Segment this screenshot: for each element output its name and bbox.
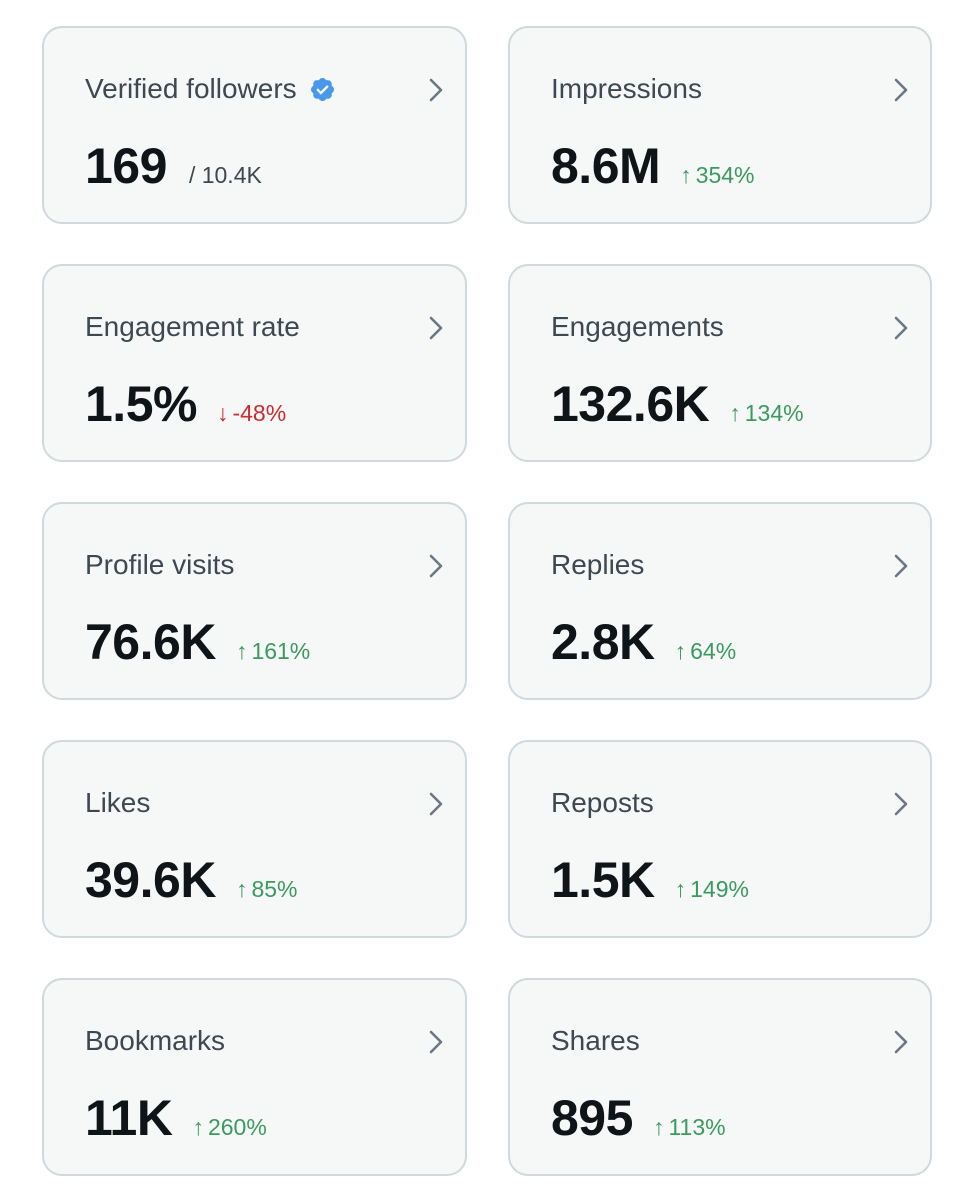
value-row: 132.6K ↑ 134% [551,374,804,434]
arrow-up-icon: ↑ [235,638,248,664]
card-verified-followers[interactable]: Verified followers 169 / 10.4K [42,26,467,224]
arrow-up-icon: ↑ [235,876,248,902]
card-title-label: Profile visits [85,549,235,580]
arrow-up-icon: ↑ [674,876,687,902]
card-title: Engagements [551,310,724,344]
card-engagements[interactable]: Engagements 132.6K ↑ 134% [508,264,932,462]
change-percent: 354% [695,162,755,188]
change-percent: 113% [668,1114,726,1140]
card-title: Shares [551,1024,640,1058]
value-row: 11K ↑ 260% [85,1088,267,1148]
card-engagement-rate[interactable]: Engagement rate 1.5% ↓ -48% [42,264,467,462]
card-title: Profile visits [85,548,234,582]
card-reposts[interactable]: Reposts 1.5K ↑ 149% [508,740,932,938]
arrow-up-icon: ↑ [680,162,692,188]
change-indicator: ↑ 134% [729,400,803,427]
card-title-label: Likes [85,787,151,818]
change-percent: -48% [232,400,287,426]
value-row: 2.8K ↑ 64% [551,612,736,672]
change-percent: 149% [690,876,749,902]
card-title-label: Shares [551,1025,640,1056]
metric-value: 132.6K [551,376,710,432]
change-percent: 260% [207,1114,267,1140]
value-row: 8.6M ↑ 354% [551,136,755,196]
metric-value: 1.5K [551,852,655,908]
card-shares[interactable]: Shares 895 ↑ 113% [508,978,932,1176]
value-row: 39.6K ↑ 85% [85,850,297,910]
metric-value: 8.6M [551,138,661,194]
arrow-down-icon: ↓ [216,400,229,426]
change-percent: 134% [744,400,804,426]
metric-value: 1.5% [85,376,197,432]
change-indicator: ↑ 149% [675,876,749,903]
card-title: Replies [551,548,644,582]
metric-total: / 10.4K [188,162,262,188]
chevron-right-icon[interactable] [892,315,910,341]
change-indicator: ↓ -48% [217,400,286,427]
card-title-label: Bookmarks [85,1025,226,1056]
card-title: Reposts [551,786,654,820]
chevron-right-icon[interactable] [892,1029,910,1055]
change-percent: 161% [251,638,311,664]
metric-value: 895 [551,1090,633,1146]
card-bookmarks[interactable]: Bookmarks 11K ↑ 260% [42,978,467,1176]
card-replies[interactable]: Replies 2.8K ↑ 64% [508,502,932,700]
metrics-grid: Verified followers 169 / 10.4K Impressio… [42,26,932,1176]
change-indicator: ↑ 85% [236,876,298,903]
change-indicator: ↑ 113% [653,1114,726,1141]
card-likes[interactable]: Likes 39.6K ↑ 85% [42,740,467,938]
value-row: 895 ↑ 113% [551,1088,726,1148]
value-row: 76.6K ↑ 161% [85,612,310,672]
value-row: 1.5K ↑ 149% [551,850,749,910]
value-row: 169 / 10.4K [85,136,262,196]
card-title: Likes [85,786,150,820]
metric-value: 39.6K [85,852,216,908]
card-title: Impressions [551,72,702,106]
change-percent: 64% [690,638,737,664]
arrow-up-icon: ↑ [674,638,687,664]
value-row: 1.5% ↓ -48% [85,374,286,434]
chevron-right-icon[interactable] [427,77,445,103]
card-title: Bookmarks [85,1024,225,1058]
card-impressions[interactable]: Impressions 8.6M ↑ 354% [508,26,932,224]
change-indicator: ↑ 354% [680,162,754,189]
chevron-right-icon[interactable] [892,791,910,817]
change-indicator: ↑ 64% [675,638,737,665]
change-percent: 85% [251,876,298,902]
card-title-label: Engagements [551,311,724,342]
card-title-label: Replies [551,549,645,580]
chevron-right-icon[interactable] [427,791,445,817]
card-title: Engagement rate [85,310,300,344]
arrow-up-icon: ↑ [192,1114,204,1140]
metric-value: 169 [85,138,167,194]
chevron-right-icon[interactable] [427,315,445,341]
card-title-label: Impressions [551,73,702,104]
card-title-label: Reposts [551,787,654,818]
metric-value: 76.6K [85,614,216,670]
card-title-label: Verified followers [85,73,297,104]
chevron-right-icon[interactable] [427,553,445,579]
metric-value: 2.8K [551,614,655,670]
chevron-right-icon[interactable] [892,77,910,103]
arrow-up-icon: ↑ [729,400,741,426]
card-title: Verified followers [85,72,336,106]
change-indicator: ↑ 260% [192,1114,266,1141]
chevron-right-icon[interactable] [892,553,910,579]
chevron-right-icon[interactable] [427,1029,445,1055]
verified-badge-icon [310,77,334,101]
card-profile-visits[interactable]: Profile visits 76.6K ↑ 161% [42,502,467,700]
card-title-label: Engagement rate [85,311,300,342]
change-indicator: ↑ 161% [236,638,310,665]
metric-value: 11K [85,1090,173,1146]
arrow-up-icon: ↑ [652,1114,665,1140]
